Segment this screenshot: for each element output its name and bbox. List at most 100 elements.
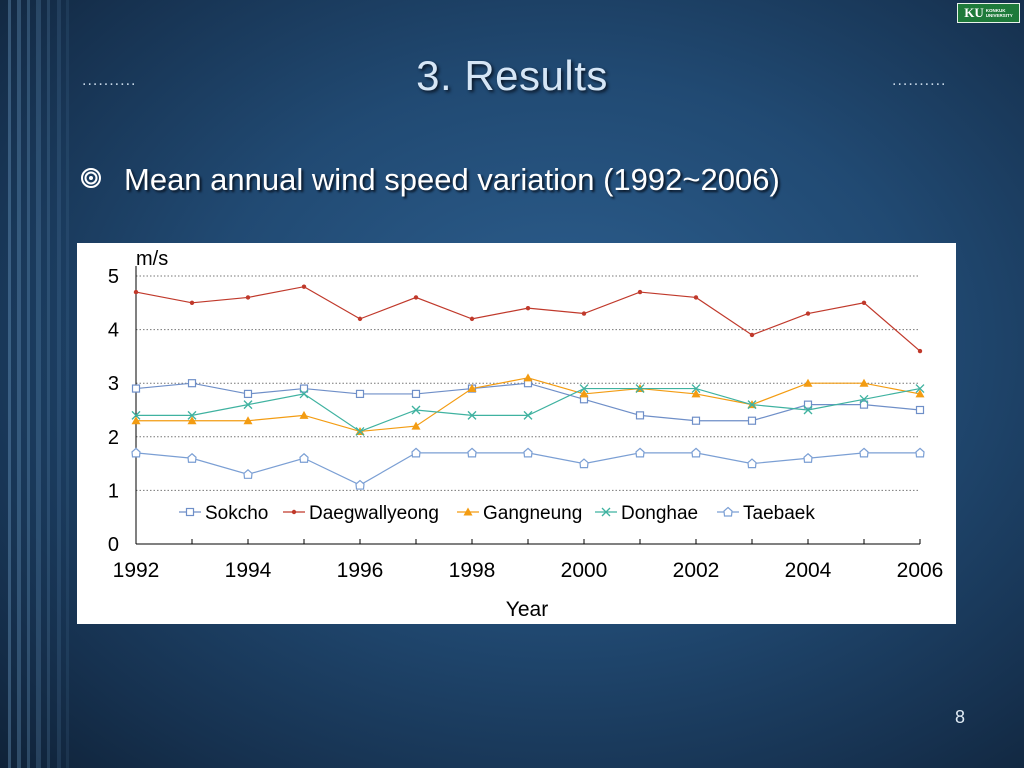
x-tick-label: 2002 bbox=[673, 559, 720, 582]
slide-title: 3. Results bbox=[416, 52, 608, 99]
legend-item-gangneung: Gangneung bbox=[457, 503, 582, 524]
legend-label-gangneung: Gangneung bbox=[483, 503, 582, 524]
data-point-gangneung bbox=[803, 378, 813, 387]
data-point-donghae bbox=[747, 400, 757, 410]
y-axis-label: m/s bbox=[136, 248, 168, 270]
data-point-gangneung bbox=[579, 389, 589, 398]
data-point-donghae bbox=[635, 384, 645, 394]
data-point-daegwallyeong bbox=[245, 295, 251, 300]
data-point-daegwallyeong bbox=[805, 311, 811, 316]
y-tick-label: 5 bbox=[108, 266, 119, 288]
data-point-gangneung bbox=[243, 416, 253, 425]
decorative-stripes bbox=[0, 0, 72, 768]
data-point-daegwallyeong bbox=[357, 316, 363, 322]
x-tick-label: 1992 bbox=[113, 559, 160, 582]
legend-item-taebaek: Taebaek bbox=[717, 503, 815, 524]
data-point-gangneung bbox=[299, 410, 309, 419]
x-tick-label: 1996 bbox=[337, 559, 384, 582]
data-point-gangneung bbox=[859, 378, 869, 387]
legend-marker-gangneung bbox=[463, 507, 473, 516]
legend-label-sokcho: Sokcho bbox=[205, 503, 268, 524]
data-point-sokcho bbox=[131, 384, 141, 393]
x-axis-label: Year bbox=[506, 598, 548, 621]
data-point-daegwallyeong bbox=[917, 348, 923, 354]
data-point-gangneung bbox=[131, 416, 141, 425]
data-point-sokcho bbox=[299, 384, 309, 393]
bullet-text: Mean annual wind speed variation (1992~2… bbox=[124, 162, 780, 197]
data-point-sokcho bbox=[243, 389, 253, 399]
data-point-sokcho bbox=[691, 416, 701, 425]
data-point-taebaek bbox=[467, 447, 477, 458]
legend-marker-donghae bbox=[601, 507, 611, 517]
x-tick-label: 2006 bbox=[897, 559, 944, 582]
data-point-gangneung bbox=[915, 389, 925, 398]
data-point-donghae bbox=[131, 410, 141, 420]
dots-right: .......... bbox=[892, 72, 947, 89]
data-point-sokcho bbox=[859, 400, 869, 409]
y-tick-label: 4 bbox=[108, 320, 119, 342]
legend-label-donghae: Donghae bbox=[621, 503, 698, 524]
bullet-icon bbox=[81, 168, 101, 188]
data-point-daegwallyeong bbox=[469, 316, 475, 322]
data-point-daegwallyeong bbox=[637, 289, 643, 295]
data-point-taebaek bbox=[299, 452, 309, 463]
x-tick-label: 1998 bbox=[449, 559, 496, 582]
data-point-donghae bbox=[523, 410, 533, 420]
legend-marker-sokcho bbox=[185, 507, 195, 517]
x-tick-label: 1994 bbox=[225, 559, 272, 582]
data-point-sokcho bbox=[803, 400, 813, 409]
data-point-taebaek bbox=[915, 447, 925, 458]
data-point-donghae bbox=[803, 405, 813, 415]
y-tick-label: 1 bbox=[108, 480, 119, 502]
data-point-sokcho bbox=[187, 379, 197, 388]
data-point-daegwallyeong bbox=[861, 300, 867, 305]
data-point-daegwallyeong bbox=[581, 311, 587, 316]
data-point-donghae bbox=[467, 410, 477, 420]
data-point-taebaek bbox=[579, 458, 589, 469]
logo-sub-text-2: UNIVERSITY bbox=[985, 13, 1013, 18]
data-point-taebaek bbox=[355, 479, 365, 490]
data-point-sokcho bbox=[747, 416, 757, 425]
data-point-sokcho bbox=[411, 389, 421, 399]
data-point-taebaek bbox=[131, 447, 141, 458]
university-logo: KU KONKUK UNIVERSITY bbox=[957, 3, 1020, 23]
data-point-donghae bbox=[243, 400, 253, 410]
data-point-donghae bbox=[859, 394, 869, 404]
data-point-daegwallyeong bbox=[133, 289, 139, 295]
data-point-sokcho bbox=[915, 405, 925, 415]
x-tick-label: 2000 bbox=[561, 559, 608, 582]
dots-left: .......... bbox=[82, 72, 137, 89]
data-point-gangneung bbox=[467, 384, 477, 393]
data-point-donghae bbox=[691, 384, 701, 394]
data-point-taebaek bbox=[635, 447, 645, 458]
data-point-sokcho bbox=[355, 389, 365, 399]
data-point-daegwallyeong bbox=[189, 300, 195, 305]
data-point-daegwallyeong bbox=[301, 284, 307, 289]
x-tick-label: 2004 bbox=[785, 559, 832, 582]
y-tick-label: 0 bbox=[108, 534, 119, 556]
logo-sub-text-1: KONKUK bbox=[985, 8, 1006, 13]
data-point-daegwallyeong bbox=[413, 295, 419, 300]
data-point-sokcho bbox=[635, 411, 645, 420]
data-point-taebaek bbox=[243, 469, 253, 479]
data-point-gangneung bbox=[523, 373, 533, 382]
data-point-gangneung bbox=[691, 389, 701, 398]
logo-main-text: KU bbox=[964, 5, 984, 20]
data-point-taebaek bbox=[691, 447, 701, 458]
legend-label-taebaek: Taebaek bbox=[743, 503, 815, 524]
data-point-taebaek bbox=[747, 458, 757, 469]
wind-speed-chart: 0 1 2 3 4 5 1992 1994 1996 1998 2000 2002 2004 2006 m/… bbox=[108, 248, 944, 621]
series-line-taebaek bbox=[135, 452, 920, 486]
data-point-daegwallyeong bbox=[693, 295, 699, 300]
data-point-taebaek bbox=[803, 452, 813, 463]
data-point-taebaek bbox=[187, 452, 197, 463]
data-point-taebaek bbox=[859, 447, 869, 458]
legend-item-sokcho: Sokcho bbox=[179, 503, 268, 524]
data-point-taebaek bbox=[523, 447, 533, 458]
data-point-daegwallyeong bbox=[749, 332, 755, 338]
data-point-donghae bbox=[915, 384, 925, 394]
data-point-taebaek bbox=[411, 447, 421, 458]
legend-marker-daegwallyeong bbox=[291, 509, 297, 515]
data-point-daegwallyeong bbox=[525, 305, 531, 311]
series-line-donghae bbox=[136, 387, 921, 433]
